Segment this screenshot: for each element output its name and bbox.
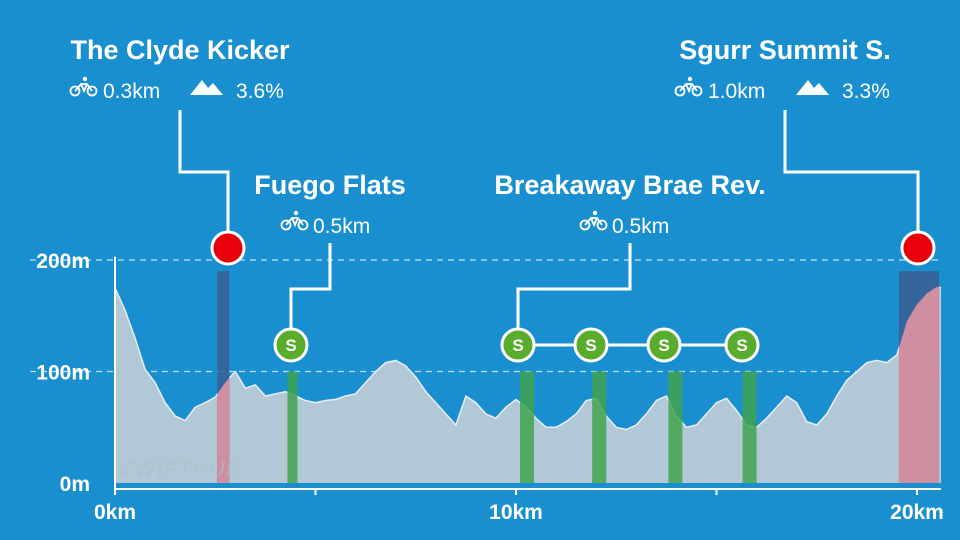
elevation-area xyxy=(115,286,942,483)
sprint-marker-label-1: S xyxy=(512,336,523,355)
axes-layer: 0m 100m 200m 0km 10km 20km xyxy=(36,250,944,524)
connector-sgurr-summit xyxy=(783,110,920,236)
connector-breakaway-brae xyxy=(516,243,632,330)
climb-band-profile-0 xyxy=(217,378,230,483)
segment-gradient-sgurr-summit: 3.3% xyxy=(842,80,890,103)
segment-distance-clyde-kicker: 0.3km xyxy=(103,80,160,103)
sprint-marker-label-4: S xyxy=(736,336,747,355)
segment-bands-layer xyxy=(217,271,940,483)
y-tick-label-200: 200m xyxy=(36,250,90,273)
segment-title-fuego-flats: Fuego Flats xyxy=(254,170,406,200)
x-tick-label-0: 0km xyxy=(94,501,136,524)
sprint-marker-label-3: S xyxy=(658,336,669,355)
y-tick-label-100: 100m xyxy=(36,362,90,385)
sprint-marker-0 xyxy=(273,327,309,363)
segment-title-sgurr-summit: Sgurr Summit S. xyxy=(679,35,891,65)
segment-title-breakaway-brae: Breakaway Brae Rev. xyxy=(494,170,765,200)
segment-gradient-clyde-kicker: 3.6% xyxy=(236,80,284,103)
y-tick-label-0: 0m xyxy=(60,473,90,496)
mountain-icon xyxy=(190,80,223,95)
connector-clyde-kicker xyxy=(178,110,230,236)
segment-title-clyde-kicker: The Clyde Kicker xyxy=(70,35,290,65)
sprint-marker-3 xyxy=(646,327,682,363)
bike-icon xyxy=(280,210,309,231)
segment-distance-fuego-flats: 0.5km xyxy=(313,215,370,238)
sprint-marker-label-0: S xyxy=(285,336,296,355)
mountain-icon xyxy=(796,80,829,95)
grid-layer xyxy=(30,259,942,373)
bike-icon xyxy=(579,210,608,231)
segment-labels-layer: S S S S S The Clyde Kicker 0.3km 3.6% Sgurr Summ… xyxy=(69,35,936,363)
sprint-band-breakaway-3 xyxy=(742,371,757,483)
x-tick-label-20: 20km xyxy=(890,501,944,524)
sprint-marker-label-2: S xyxy=(585,336,596,355)
watermark-text-b: HUB xyxy=(192,456,241,481)
sprint-band-fuego xyxy=(287,371,298,483)
sprint-marker-4 xyxy=(724,327,760,363)
kom-marker-0 xyxy=(210,230,246,266)
connector-fuego-flats xyxy=(289,243,332,330)
svg-text:ZWIFTHUB: ZWIFTHUB xyxy=(119,456,242,481)
kom-marker-1 xyxy=(900,230,936,266)
sprint-marker-2 xyxy=(573,327,609,363)
bike-icon xyxy=(69,76,98,97)
sprint-band-breakaway-1 xyxy=(592,371,607,483)
watermark-text-a: ZWIFT xyxy=(119,456,193,481)
watermark: ZWIFTHUB xyxy=(119,456,242,481)
sprint-band-breakaway-2 xyxy=(668,371,683,483)
sprint-marker-1 xyxy=(500,327,536,363)
x-tick-label-10: 10km xyxy=(489,501,543,524)
segment-distance-breakaway-brae: 0.5km xyxy=(612,215,669,238)
sprint-band-breakaway-0 xyxy=(520,371,535,483)
climb-band-profile-1 xyxy=(898,286,940,483)
bike-icon xyxy=(674,76,703,97)
segment-distance-sgurr-summit: 1.0km xyxy=(708,80,765,103)
